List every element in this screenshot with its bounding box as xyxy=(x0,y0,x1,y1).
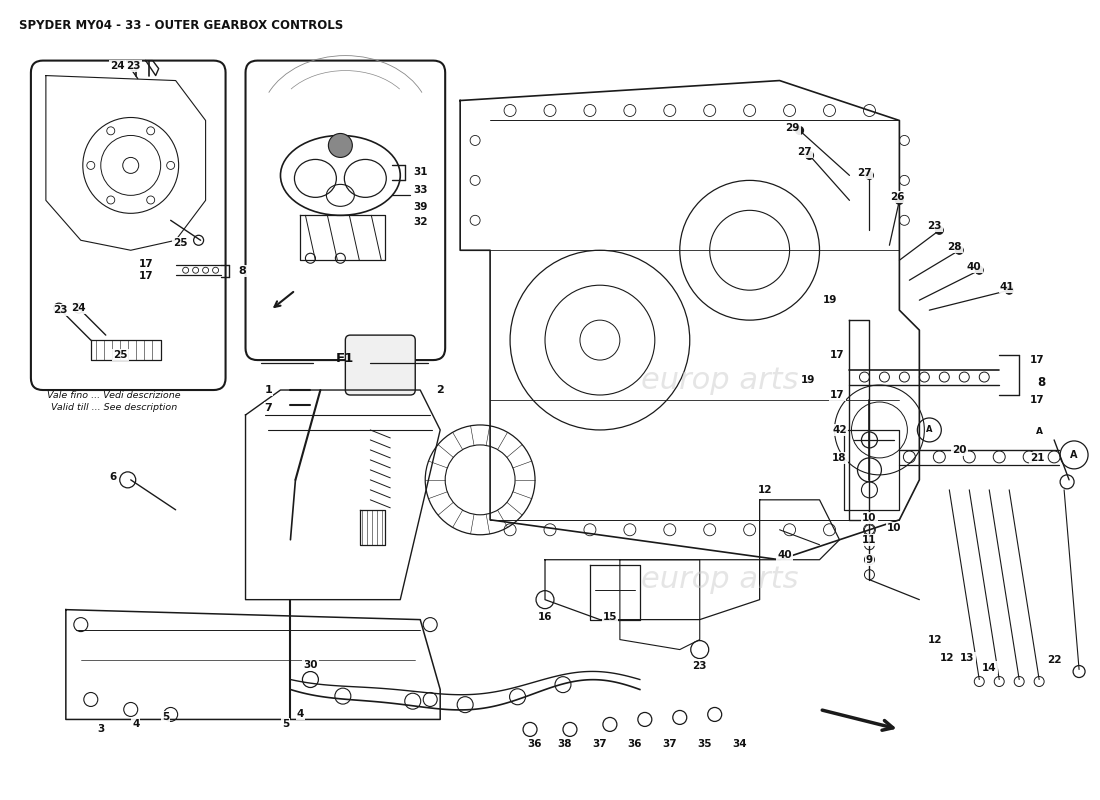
Text: 19: 19 xyxy=(823,295,837,305)
Text: 10: 10 xyxy=(888,522,902,533)
Text: 42: 42 xyxy=(833,425,847,435)
Text: 37: 37 xyxy=(593,739,607,750)
Text: F1: F1 xyxy=(337,351,354,365)
Text: 40: 40 xyxy=(967,262,981,272)
Circle shape xyxy=(1005,286,1013,294)
Text: 14: 14 xyxy=(982,662,997,673)
Circle shape xyxy=(805,151,814,159)
Text: 1: 1 xyxy=(265,385,273,395)
Text: 30: 30 xyxy=(304,659,318,670)
Text: 16: 16 xyxy=(538,612,552,622)
Text: 4: 4 xyxy=(132,719,140,730)
Text: 36: 36 xyxy=(528,739,542,750)
Circle shape xyxy=(935,226,944,234)
Text: 10: 10 xyxy=(862,513,877,522)
Text: 25: 25 xyxy=(174,238,188,248)
Text: 22: 22 xyxy=(1047,654,1062,665)
Text: 9: 9 xyxy=(866,554,873,565)
Text: 12: 12 xyxy=(940,653,955,662)
Text: 7: 7 xyxy=(265,403,273,413)
Text: 17: 17 xyxy=(830,350,845,360)
Circle shape xyxy=(329,134,352,158)
Text: A: A xyxy=(926,426,933,434)
Text: 34: 34 xyxy=(733,739,747,750)
Text: 23: 23 xyxy=(54,305,68,315)
Text: 32: 32 xyxy=(412,218,428,227)
Circle shape xyxy=(866,171,873,179)
Text: 8: 8 xyxy=(239,266,246,276)
Text: 39: 39 xyxy=(412,202,428,212)
Text: europ arts: europ arts xyxy=(641,565,799,594)
Text: 5: 5 xyxy=(282,719,289,730)
Text: 8: 8 xyxy=(1037,375,1045,389)
Text: 27: 27 xyxy=(798,147,812,158)
Text: A: A xyxy=(1035,427,1043,437)
Text: 18: 18 xyxy=(833,453,847,463)
Text: 25: 25 xyxy=(113,350,128,360)
Text: 23: 23 xyxy=(927,222,942,231)
Text: 31: 31 xyxy=(412,167,428,178)
Text: 29: 29 xyxy=(785,123,800,134)
Text: 28: 28 xyxy=(947,242,961,252)
Circle shape xyxy=(795,126,804,134)
Circle shape xyxy=(895,196,903,204)
Text: 17: 17 xyxy=(1030,355,1045,365)
Text: 21: 21 xyxy=(1030,453,1044,463)
FancyBboxPatch shape xyxy=(345,335,415,395)
Text: 17: 17 xyxy=(830,390,845,400)
Text: 26: 26 xyxy=(890,192,904,202)
Text: 24: 24 xyxy=(72,303,86,313)
Text: 6: 6 xyxy=(109,472,117,482)
Text: 3: 3 xyxy=(97,725,104,734)
Circle shape xyxy=(976,266,983,274)
Text: 15: 15 xyxy=(603,612,617,622)
Text: 13: 13 xyxy=(960,653,975,662)
Text: 41: 41 xyxy=(1000,282,1014,292)
Text: 23: 23 xyxy=(693,661,707,670)
Text: Vale fino ... Vedi descrizione: Vale fino ... Vedi descrizione xyxy=(47,390,180,399)
Text: 2: 2 xyxy=(437,385,444,395)
Text: 17: 17 xyxy=(1030,395,1045,405)
Text: 24: 24 xyxy=(110,61,125,70)
Text: 17: 17 xyxy=(139,271,153,282)
Text: 5: 5 xyxy=(162,713,169,722)
Text: 20: 20 xyxy=(952,445,967,455)
Text: 36: 36 xyxy=(628,739,642,750)
Text: SPYDER MY04 - 33 - OUTER GEARBOX CONTROLS: SPYDER MY04 - 33 - OUTER GEARBOX CONTROL… xyxy=(19,18,343,32)
Text: A: A xyxy=(1070,450,1078,460)
Text: 11: 11 xyxy=(862,534,877,545)
Circle shape xyxy=(955,246,964,254)
Text: 23: 23 xyxy=(126,61,141,70)
Text: 35: 35 xyxy=(697,739,712,750)
Text: 27: 27 xyxy=(857,168,872,178)
Text: europ arts: europ arts xyxy=(641,366,799,394)
Text: 4: 4 xyxy=(297,710,304,719)
Text: 12: 12 xyxy=(758,485,772,495)
Text: 19: 19 xyxy=(801,375,815,385)
Text: 12: 12 xyxy=(928,634,943,645)
Text: 33: 33 xyxy=(412,186,428,195)
Text: 38: 38 xyxy=(558,739,572,750)
Text: 37: 37 xyxy=(662,739,678,750)
Text: Valid till ... See description: Valid till ... See description xyxy=(51,403,177,413)
Text: 17: 17 xyxy=(139,259,153,270)
Text: 40: 40 xyxy=(778,550,792,560)
